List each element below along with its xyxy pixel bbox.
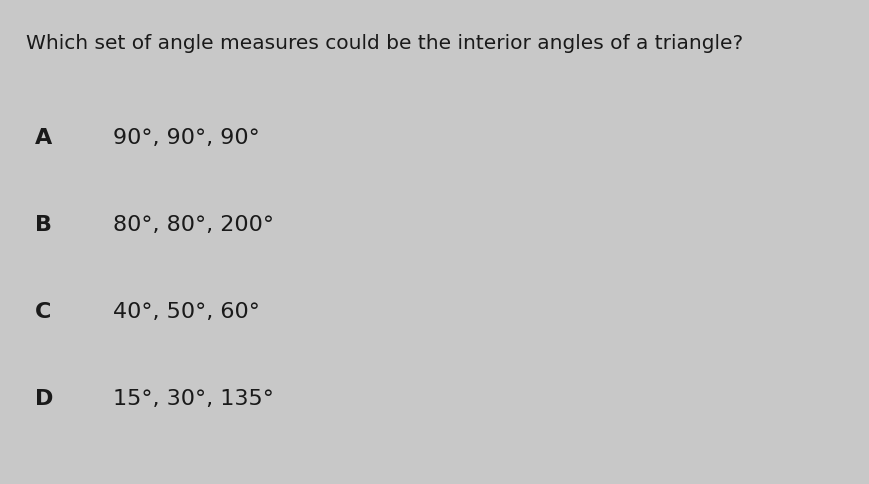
Text: 90°, 90°, 90°: 90°, 90°, 90° [113,128,260,148]
Text: 40°, 50°, 60°: 40°, 50°, 60° [113,302,260,322]
Text: Which set of angle measures could be the interior angles of a triangle?: Which set of angle measures could be the… [26,34,742,53]
Text: D: D [35,389,53,409]
Text: C: C [35,302,51,322]
Text: B: B [35,215,52,235]
Text: 15°, 30°, 135°: 15°, 30°, 135° [113,389,274,409]
Text: 80°, 80°, 200°: 80°, 80°, 200° [113,215,274,235]
Text: A: A [35,128,52,148]
